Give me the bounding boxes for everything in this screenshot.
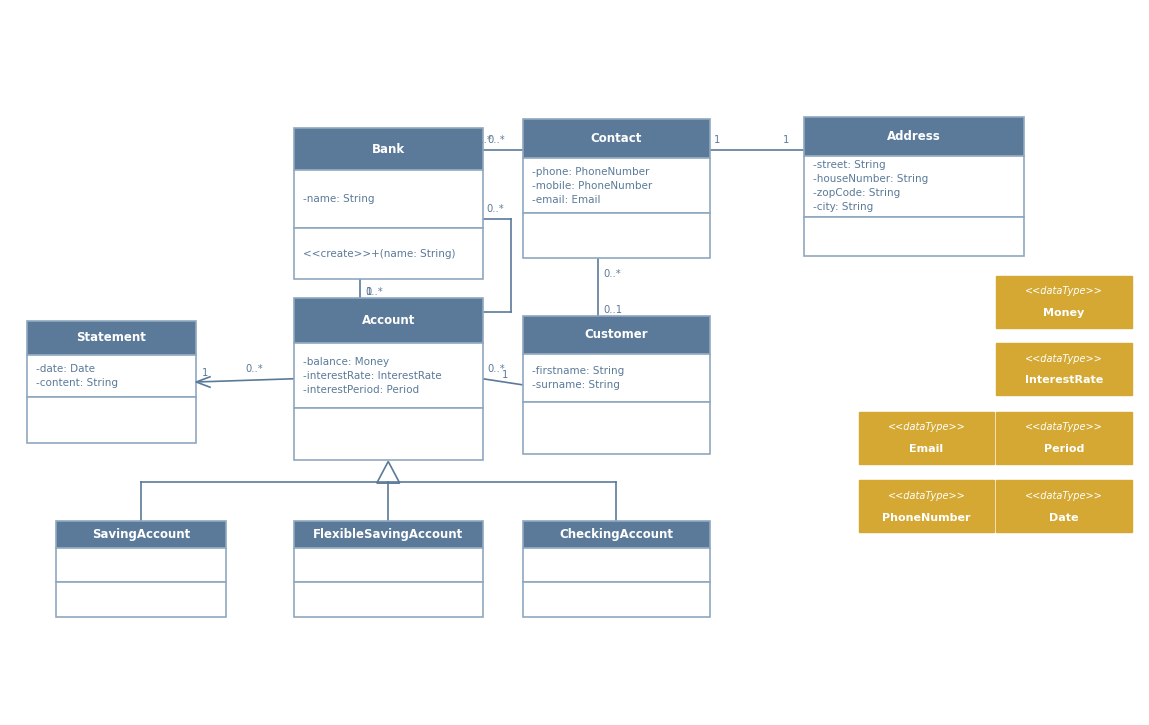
Text: <<dataType>>: <<dataType>> — [1025, 422, 1103, 432]
Text: Address: Address — [887, 130, 941, 143]
Text: CheckingAccount: CheckingAccount — [560, 529, 673, 542]
Text: 1..*: 1..* — [475, 136, 493, 146]
Text: Money: Money — [1043, 308, 1085, 318]
FancyBboxPatch shape — [56, 548, 226, 582]
Text: 0..*: 0..* — [603, 269, 622, 278]
Text: 1: 1 — [502, 370, 509, 381]
FancyBboxPatch shape — [294, 297, 483, 343]
Text: 0..*: 0..* — [486, 204, 504, 215]
FancyBboxPatch shape — [996, 480, 1132, 532]
FancyBboxPatch shape — [294, 228, 483, 279]
Text: Customer: Customer — [585, 328, 648, 341]
FancyBboxPatch shape — [996, 343, 1132, 395]
FancyBboxPatch shape — [56, 582, 226, 617]
Text: -balance: Money
-interestRate: InterestRate
-interestPeriod: Period: -balance: Money -interestRate: InterestR… — [303, 357, 441, 394]
Text: 0..*: 0..* — [487, 365, 506, 374]
Text: 0..*: 0..* — [365, 286, 384, 297]
Text: -date: Date
-content: String: -date: Date -content: String — [36, 364, 118, 388]
FancyBboxPatch shape — [804, 217, 1024, 256]
FancyBboxPatch shape — [996, 276, 1132, 328]
Text: PhoneNumber: PhoneNumber — [882, 513, 971, 523]
Text: Bank: Bank — [371, 143, 404, 155]
Text: 1: 1 — [365, 287, 372, 297]
Text: Contact: Contact — [591, 132, 642, 145]
FancyBboxPatch shape — [523, 548, 710, 582]
Text: -firstname: String
-surname: String: -firstname: String -surname: String — [532, 366, 624, 390]
Text: 1: 1 — [715, 136, 720, 145]
FancyBboxPatch shape — [26, 355, 196, 397]
FancyBboxPatch shape — [294, 170, 483, 228]
FancyBboxPatch shape — [26, 397, 196, 444]
FancyBboxPatch shape — [523, 119, 710, 158]
Text: <<dataType>>: <<dataType>> — [887, 491, 965, 501]
FancyBboxPatch shape — [523, 315, 710, 355]
FancyBboxPatch shape — [294, 128, 483, 170]
FancyBboxPatch shape — [523, 521, 710, 548]
FancyBboxPatch shape — [294, 582, 483, 617]
Text: <<dataType>>: <<dataType>> — [887, 422, 965, 432]
Text: <<dataType>>: <<dataType>> — [1025, 491, 1103, 501]
FancyBboxPatch shape — [294, 548, 483, 582]
FancyBboxPatch shape — [523, 213, 710, 258]
Text: Statement: Statement — [77, 331, 146, 344]
FancyBboxPatch shape — [26, 320, 196, 355]
FancyBboxPatch shape — [523, 355, 710, 402]
Text: InterestRate: InterestRate — [1025, 376, 1103, 386]
FancyBboxPatch shape — [804, 117, 1024, 156]
Text: Account: Account — [362, 314, 415, 327]
Text: -name: String: -name: String — [303, 194, 375, 204]
FancyBboxPatch shape — [523, 582, 710, 617]
FancyBboxPatch shape — [996, 412, 1132, 463]
FancyBboxPatch shape — [56, 521, 226, 548]
Text: 0..*: 0..* — [246, 365, 263, 374]
Text: <<dataType>>: <<dataType>> — [1025, 354, 1103, 364]
FancyBboxPatch shape — [523, 402, 710, 455]
Text: Email: Email — [909, 444, 943, 454]
FancyBboxPatch shape — [294, 521, 483, 548]
FancyBboxPatch shape — [858, 480, 994, 532]
Text: 0..*: 0..* — [487, 136, 506, 146]
FancyBboxPatch shape — [804, 156, 1024, 217]
Text: <<create>>+(name: String): <<create>>+(name: String) — [303, 249, 455, 259]
FancyBboxPatch shape — [858, 412, 994, 463]
Text: 1: 1 — [784, 136, 789, 145]
Text: FlexibleSavingAccount: FlexibleSavingAccount — [314, 529, 463, 542]
FancyBboxPatch shape — [294, 343, 483, 408]
FancyBboxPatch shape — [294, 408, 483, 460]
FancyBboxPatch shape — [523, 158, 710, 213]
Text: -phone: PhoneNumber
-mobile: PhoneNumber
-email: Email: -phone: PhoneNumber -mobile: PhoneNumber… — [532, 167, 653, 204]
Text: SavingAccount: SavingAccount — [92, 529, 191, 542]
Text: <<dataType>>: <<dataType>> — [1025, 286, 1103, 297]
Text: Date: Date — [1049, 513, 1079, 523]
Text: Period: Period — [1043, 444, 1085, 454]
Text: 0..1: 0..1 — [603, 304, 623, 315]
Text: -street: String
-houseNumber: String
-zopCode: String
-city: String: -street: String -houseNumber: String -zo… — [812, 160, 928, 212]
Text: 1: 1 — [202, 368, 208, 378]
